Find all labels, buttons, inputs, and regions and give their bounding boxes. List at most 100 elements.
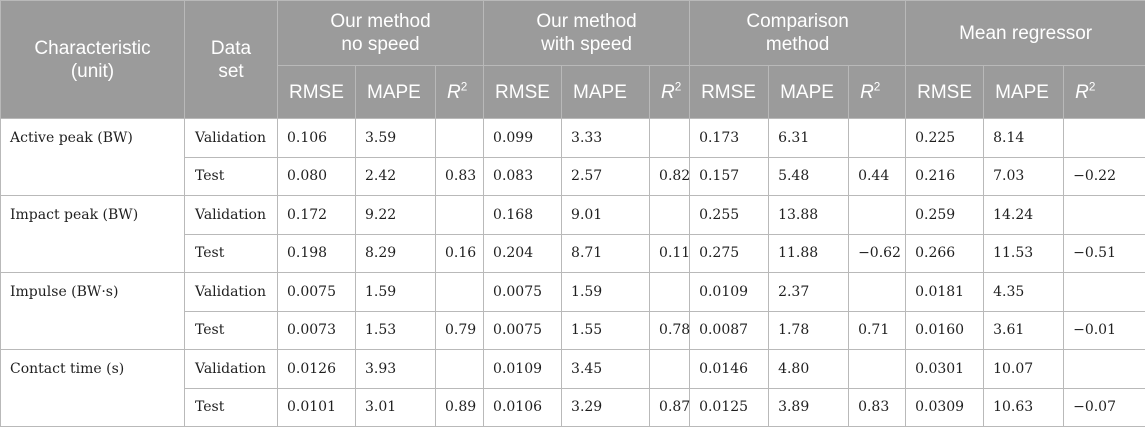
r-exponent: 2 [674,80,682,94]
value-cell: 0.44 [848,156,907,196]
value-cell: 0.255 [689,195,770,235]
table-row: Test 0.0101 3.01 0.89 0.0106 3.29 0.87 0.0125 3.… [1,387,1145,427]
value-cell [434,349,485,389]
value-cell: 0.0109 [483,349,563,389]
value-cell: 11.88 [768,233,850,273]
value-cell: 0.0101 [277,387,356,427]
group-header-line-1: Our method [536,11,637,32]
value-cell [1063,195,1145,235]
r-exponent: 2 [1088,80,1096,94]
value-cell: 0.173 [689,118,770,158]
group-header-line-2: no speed [341,34,420,55]
r-squared-header: R2 [848,65,907,119]
value-cell: 0.11 [649,233,690,273]
mape-header: MAPE [768,65,850,119]
value-cell [649,118,691,158]
value-cell: 0.266 [905,233,985,273]
value-cell: 0.204 [483,233,563,273]
value-cell [649,349,691,389]
value-cell: 0.259 [905,195,985,235]
r-symbol: R [661,81,675,103]
value-cell: 10.63 [983,387,1065,427]
r-symbol: R [1075,81,1089,103]
value-cell: 10.07 [983,349,1065,389]
r-symbol: R [447,81,461,103]
value-cell: 0.16 [434,233,485,273]
characteristic-header-line-1: Characteristic [34,37,151,59]
rmse-header: RMSE [277,65,356,119]
dataset-cell: Test [184,387,278,427]
value-cell: 1.78 [768,310,850,350]
group-header-line-1: Mean regressor [959,22,1093,44]
value-cell: 0.275 [689,233,770,273]
group-header-line-1: Comparison [746,11,849,32]
value-cell: 0.216 [905,156,985,196]
value-cell: 5.48 [768,156,850,196]
mape-header: MAPE [561,65,651,119]
value-cell [848,195,907,235]
dataset-cell: Validation [184,118,278,158]
value-cell [1063,118,1145,158]
value-cell: 0.0106 [483,387,563,427]
value-cell: 8.14 [983,118,1065,158]
group-header-with-speed: Our method with speed [483,0,691,66]
value-cell: −0.22 [1063,156,1145,196]
value-cell [1063,272,1145,312]
value-cell: 1.59 [355,272,436,312]
value-cell: 3.45 [561,349,651,389]
dataset-header-line-2: set [218,60,244,82]
value-cell: 8.71 [561,233,651,273]
dataset-cell: Test [184,310,278,350]
dataset-cell: Validation [184,195,278,235]
characteristic-header-line-2: (unit) [70,60,115,82]
value-cell: 0.0309 [905,387,985,427]
value-cell: 0.225 [905,118,985,158]
value-cell: 3.61 [983,310,1065,350]
value-cell: 0.0160 [905,310,985,350]
rmse-header: RMSE [689,65,770,119]
value-cell: 3.89 [768,387,850,427]
value-cell: 0.0109 [689,272,770,312]
value-cell: 0.0073 [277,310,356,350]
characteristic-cell: Active peak (BW) [0,118,185,196]
value-cell: 0.89 [434,387,485,427]
table-row: Impulse (BW·s) Validation 0.0075 1.59 0.0075… [0,272,1145,350]
table-header: Characteristic (unit) Data set Our metho… [0,0,1145,119]
group-header-line-2: with speed [541,34,632,55]
r-squared-header: R2 [649,65,691,119]
value-cell: 0.157 [689,156,770,196]
value-cell: 4.35 [983,272,1065,312]
value-cell [848,349,907,389]
value-cell [434,195,485,235]
r-squared-header: R2 [434,65,485,119]
value-cell [649,272,691,312]
value-cell: 4.80 [768,349,850,389]
value-cell: 0.0126 [277,349,356,389]
value-cell: 7.03 [983,156,1065,196]
group-header-comparison: Comparison method [689,0,907,66]
dataset-cell: Test [184,233,278,273]
metric-header-row: RMSE MAPE R2 RMSE MAPE R2 RMSE MAPE R2 RMSE MAPE R2 [1,65,1145,119]
value-cell: 13.88 [768,195,850,235]
value-cell: 0.78 [649,310,690,350]
value-cell: 1.55 [561,310,651,350]
group-header-line-2: method [765,34,830,55]
value-cell: 3.93 [355,349,436,389]
table-body: Active peak (BW) Validation 0.106 3.59 0.099… [0,118,1145,427]
value-cell: −0.51 [1063,233,1145,273]
value-cell: 0.0301 [905,349,985,389]
r-symbol: R [860,81,874,103]
value-cell: 0.172 [277,195,356,235]
characteristic-cell: Contact time (s) [0,349,185,427]
value-cell: 0.0125 [689,387,770,427]
value-cell: 1.53 [355,310,436,350]
dataset-header: Data set [184,0,278,119]
value-cell: 0.0075 [483,272,563,312]
dataset-cell: Validation [184,349,278,389]
group-header-no-speed: Our method no speed [276,0,485,66]
value-cell: 2.42 [355,156,436,196]
value-cell: 1.59 [561,272,651,312]
mape-header: MAPE [355,65,436,119]
table-row: Test 0.198 8.29 0.16 0.204 8.71 0.11 0.275 11.88… [1,233,1145,273]
table-row: Test 0.080 2.42 0.83 0.083 2.57 0.82 0.157 5.48 0… [1,156,1145,196]
